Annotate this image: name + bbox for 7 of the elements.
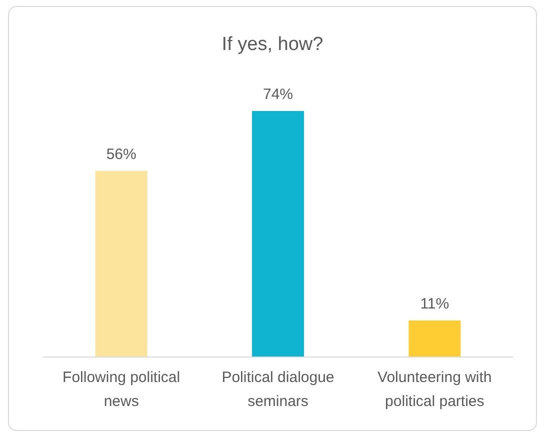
data-label: 11% — [420, 295, 450, 312]
chart-title: If yes, how? — [222, 34, 324, 55]
data-label: 56% — [106, 146, 136, 163]
x-tick-label: Following political news — [62, 369, 180, 410]
x-tick-label: Volunteering with political parties — [378, 369, 492, 410]
x-tick-label: Political dialogue seminars — [222, 369, 334, 410]
data-label: 74% — [262, 86, 294, 103]
